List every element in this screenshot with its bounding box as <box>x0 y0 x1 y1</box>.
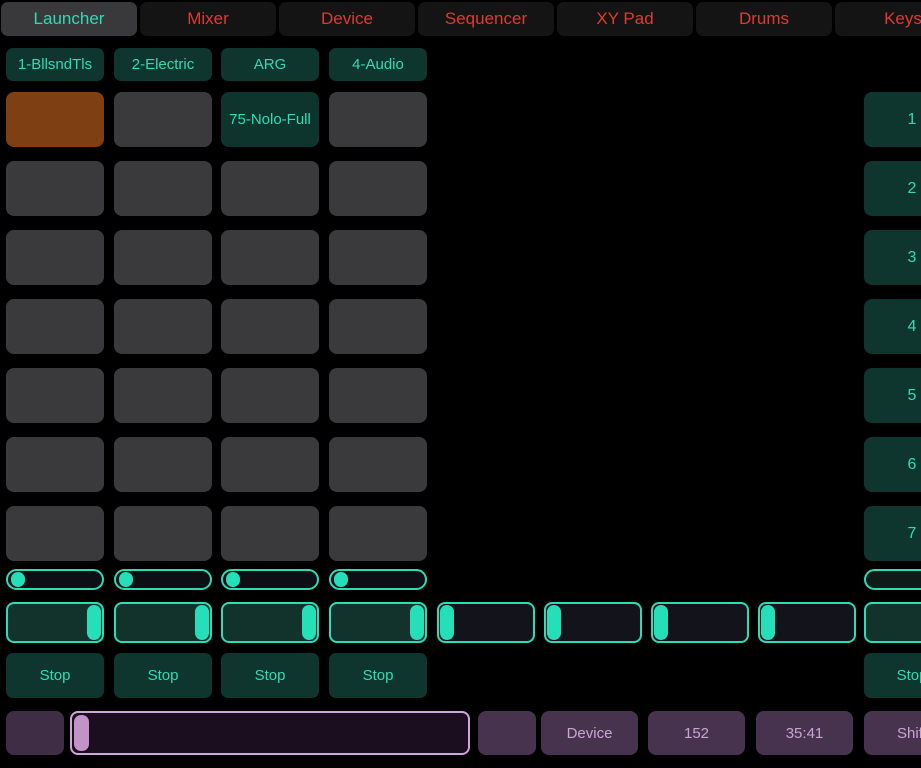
pan-handle[interactable] <box>11 572 25 587</box>
tab-drums[interactable]: Drums <box>696 2 832 36</box>
scene-button-4[interactable]: 4 <box>864 299 921 354</box>
volume-slider-7[interactable] <box>651 602 749 643</box>
tab-sequencer[interactable]: Sequencer <box>418 2 554 36</box>
stop-button-1[interactable]: Stop <box>6 653 104 698</box>
misc-button-left[interactable] <box>6 711 64 755</box>
scene-button-5[interactable]: 5 <box>864 368 921 423</box>
clip-slot[interactable] <box>329 230 427 285</box>
clip-slot-named[interactable]: 75-Nolo-Full <box>221 92 319 147</box>
stop-button-3[interactable]: Stop <box>221 653 319 698</box>
volume-slider-8[interactable] <box>758 602 856 643</box>
tab-mixer[interactable]: Mixer <box>140 2 276 36</box>
tab-device[interactable]: Device <box>279 2 415 36</box>
pan-handle[interactable] <box>226 572 240 587</box>
clip-slot[interactable] <box>6 299 104 354</box>
scene-button-7[interactable]: 7 <box>864 506 921 561</box>
clip-slot[interactable] <box>114 299 212 354</box>
tab-launcher[interactable]: Launcher <box>1 2 137 36</box>
pan-handle[interactable] <box>119 572 133 587</box>
stop-button-4[interactable]: Stop <box>329 653 427 698</box>
volume-handle[interactable] <box>301 605 316 640</box>
misc-button-mid[interactable] <box>478 711 536 755</box>
stop-button-master[interactable]: Stop <box>864 653 921 698</box>
tab-xy-pad[interactable]: XY Pad <box>557 2 693 36</box>
clip-slot[interactable] <box>114 230 212 285</box>
crossfader-handle[interactable] <box>74 715 89 751</box>
scene-button-1[interactable]: 1 <box>864 92 921 147</box>
volume-handle[interactable] <box>409 605 424 640</box>
clip-slot[interactable] <box>221 368 319 423</box>
shift-button[interactable]: Shift <box>864 711 921 755</box>
pan-slider-3[interactable] <box>221 569 319 590</box>
track-header-4[interactable]: 4-Audio <box>329 48 427 81</box>
tab-keys[interactable]: Keys <box>835 2 921 36</box>
volume-slider-master[interactable] <box>864 602 921 643</box>
volume-slider-1[interactable] <box>6 602 104 643</box>
scene-button-6[interactable]: 6 <box>864 437 921 492</box>
track-header-1[interactable]: 1-BllsndTls <box>6 48 104 81</box>
clip-slot[interactable] <box>6 437 104 492</box>
clip-slot[interactable] <box>114 506 212 561</box>
clip-slot[interactable] <box>329 299 427 354</box>
volume-slider-2[interactable] <box>114 602 212 643</box>
volume-handle[interactable] <box>761 605 775 640</box>
volume-handle[interactable] <box>654 605 668 640</box>
volume-slider-6[interactable] <box>544 602 642 643</box>
track-header-3[interactable]: ARG <box>221 48 319 81</box>
clip-slot[interactable] <box>6 368 104 423</box>
pan-slider-4[interactable] <box>329 569 427 590</box>
clip-slot[interactable] <box>114 161 212 216</box>
time-display-button[interactable]: 35:41 <box>756 711 853 755</box>
track-header-2[interactable]: 2-Electric <box>114 48 212 81</box>
volume-slider-4[interactable] <box>329 602 427 643</box>
scene-button-2[interactable]: 2 <box>864 161 921 216</box>
clip-slot[interactable] <box>221 437 319 492</box>
clip-slot[interactable] <box>329 92 427 147</box>
device-button[interactable]: Device <box>541 711 638 755</box>
stop-button-2[interactable]: Stop <box>114 653 212 698</box>
volume-handle[interactable] <box>194 605 209 640</box>
volume-handle[interactable] <box>86 605 101 640</box>
clip-slot[interactable] <box>6 230 104 285</box>
volume-handle[interactable] <box>547 605 561 640</box>
clip-slot[interactable] <box>6 161 104 216</box>
clip-slot[interactable] <box>329 437 427 492</box>
pan-slider-1[interactable] <box>6 569 104 590</box>
clip-slot[interactable] <box>329 368 427 423</box>
clip-slot[interactable] <box>221 506 319 561</box>
clip-slot[interactable] <box>221 161 319 216</box>
clip-slot[interactable] <box>114 437 212 492</box>
clip-slot[interactable] <box>329 506 427 561</box>
scene-button-3[interactable]: 3 <box>864 230 921 285</box>
volume-handle[interactable] <box>440 605 454 640</box>
clip-slot[interactable] <box>329 161 427 216</box>
volume-slider-5[interactable] <box>437 602 535 643</box>
clip-slot[interactable] <box>221 230 319 285</box>
pan-handle[interactable] <box>334 572 348 587</box>
pan-slider-master[interactable] <box>864 569 921 590</box>
clip-slot[interactable] <box>221 299 319 354</box>
volume-slider-3[interactable] <box>221 602 319 643</box>
clip-slot[interactable] <box>6 506 104 561</box>
clip-slot[interactable] <box>114 368 212 423</box>
crossfader-slider[interactable] <box>70 711 470 755</box>
clip-slot[interactable] <box>114 92 212 147</box>
tempo-button[interactable]: 152 <box>648 711 745 755</box>
clip-slot-playing[interactable] <box>6 92 104 147</box>
pan-slider-2[interactable] <box>114 569 212 590</box>
